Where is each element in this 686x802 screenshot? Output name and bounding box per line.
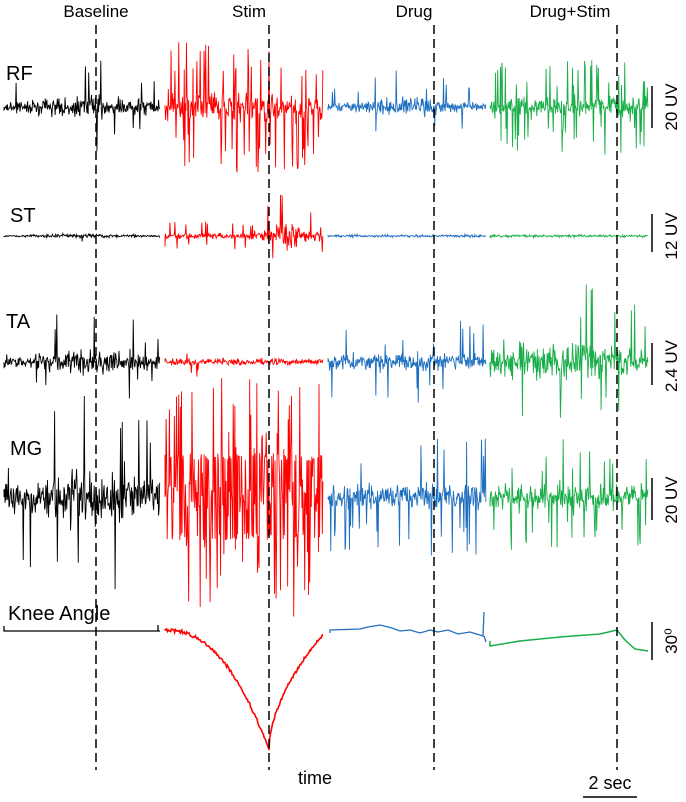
trace-rf-stim [164, 42, 324, 173]
condition-label-drug-stim: Drug+Stim [530, 2, 611, 21]
trace-rf-drug [327, 70, 487, 132]
trace-st-stim [164, 194, 324, 259]
trace-st-drug-stim [489, 233, 648, 240]
scale-label-rf: 20 UV [662, 83, 681, 131]
scale-label-knee: 30⁰ [662, 628, 681, 654]
row-label-ta: TA [6, 311, 31, 333]
x-axis-label: time [298, 768, 332, 788]
row-label-mg: MG [10, 438, 42, 460]
trace-knee-baseline [3, 625, 160, 632]
row-label-st: ST [10, 205, 36, 227]
trace-mg-baseline [3, 395, 161, 590]
time-scale-label: 2 sec [588, 773, 631, 793]
trace-mg-drug [327, 438, 487, 556]
row-label-knee-angle: Knee Angle [8, 603, 110, 625]
trace-knee-drug [329, 611, 487, 643]
event-markers [95, 25, 618, 770]
scale-label-st: 12 UV [662, 212, 681, 260]
traces [3, 42, 649, 751]
trace-ta-baseline [3, 314, 161, 399]
trace-mg-drug-stim [489, 439, 649, 550]
trace-ta-drug [327, 320, 487, 403]
condition-label-drug: Drug [396, 2, 433, 21]
trace-st-baseline [3, 231, 161, 242]
trace-rf-drug-stim [489, 60, 649, 155]
scale-bars [583, 86, 653, 798]
trace-knee-stim [164, 627, 324, 751]
trace-st-drug [327, 232, 487, 239]
condition-label-baseline: Baseline [63, 2, 128, 21]
scale-label-mg: 20 UV [662, 476, 681, 524]
trace-ta-drug-stim [489, 284, 649, 418]
scale-label-ta: 2.4 UV [662, 339, 681, 392]
condition-label-stim: Stim [232, 2, 266, 21]
trace-knee-drug-stim [489, 629, 649, 652]
trace-ta-stim [164, 353, 324, 377]
trace-rf-baseline [3, 60, 161, 152]
row-label-rf: RF [6, 63, 33, 85]
trace-mg-stim [164, 378, 324, 617]
